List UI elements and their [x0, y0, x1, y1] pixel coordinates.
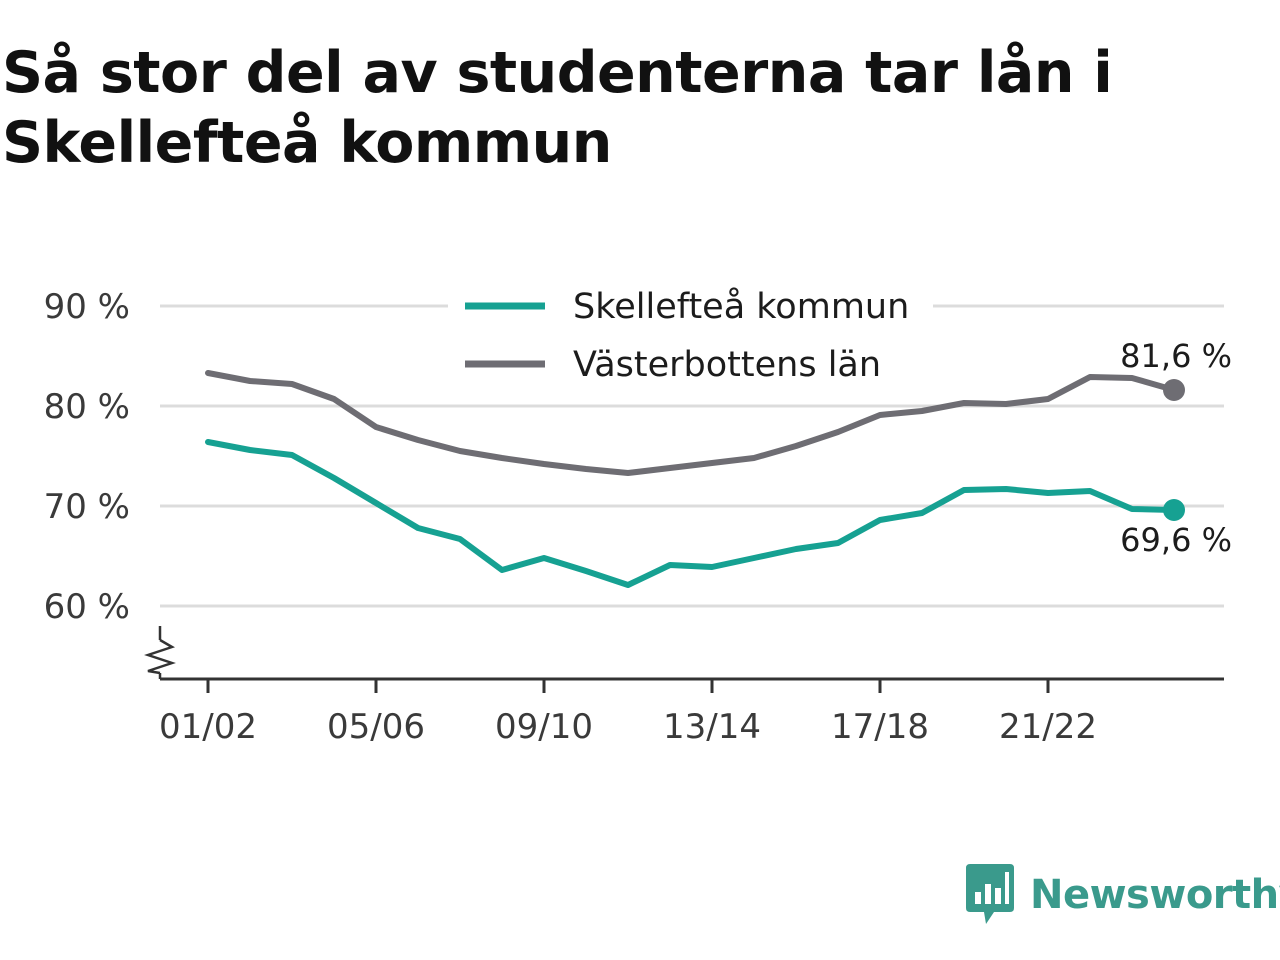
bar-chart-speech-bubble-icon	[966, 864, 1014, 924]
x-tick-label: 13/14	[663, 707, 761, 747]
series-line-skelleftea-kommun	[205, 439, 1177, 588]
axis-break-icon	[144, 638, 176, 675]
chart-title: Så stor del av studenterna tar lån i Ske…	[2, 40, 1113, 176]
y-tick-label: 70 %	[44, 487, 130, 527]
brand-logo: Newsworthy	[964, 862, 1280, 928]
legend-background	[448, 284, 933, 394]
x-tick-label: 05/06	[327, 707, 425, 747]
x-tick-label: 01/02	[159, 707, 257, 747]
series-lines	[205, 370, 1185, 588]
series-line-vasterbottens-lan	[205, 370, 1177, 476]
y-tick-label: 80 %	[44, 387, 130, 427]
y-tick-label: 90 %	[44, 287, 130, 327]
brand-name: Newsworthy	[1030, 872, 1280, 918]
end-value-label: 69,6 %	[1120, 521, 1232, 559]
end-labels: 69,6 % 81,6 %	[1120, 337, 1232, 559]
axes: 60 % 70 % 80 % 90 % 01/02 05/06 09/10 13/14 17/1…	[44, 287, 1224, 747]
series-end-point	[1163, 499, 1185, 521]
end-value-label: 81,6 %	[1120, 337, 1232, 375]
legend-label: Västerbottens län	[573, 345, 881, 385]
x-tick-label: 17/18	[831, 707, 929, 747]
x-tick-label: 09/10	[495, 707, 593, 747]
y-tick-label: 60 %	[44, 587, 130, 627]
series-end-point	[1163, 379, 1185, 401]
legend-label: Skellefteå kommun	[573, 286, 909, 327]
x-tick-label: 21/22	[999, 707, 1097, 747]
legend: Skellefteå kommun Västerbottens län	[448, 284, 933, 394]
